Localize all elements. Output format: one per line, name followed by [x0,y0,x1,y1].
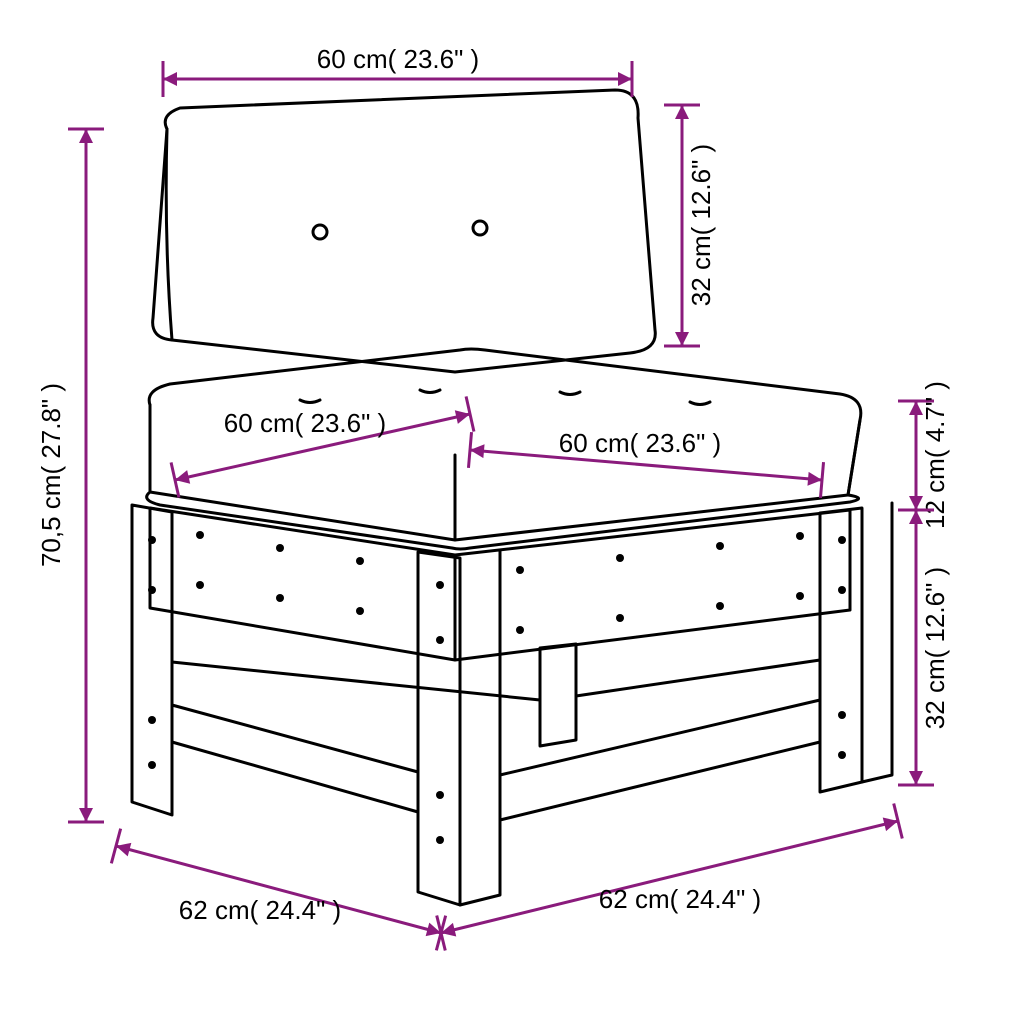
dim-label: 60 cm( 23.6" ) [559,428,721,458]
dim-label: 62 cm( 24.4" ) [599,884,761,914]
dim-label: 32 cm( 12.6" ) [686,144,716,306]
dim-label: 60 cm( 23.6" ) [317,44,479,74]
chair-lineart [132,90,892,905]
dim: 60 cm( 23.6" ) [163,44,632,97]
dim: 62 cm( 24.4" ) [437,804,903,951]
dim-label: 32 cm( 12.6" ) [920,567,950,729]
dim: 32 cm( 12.6" ) [664,105,716,346]
dim: 60 cm( 23.6" ) [468,428,823,498]
dim-label: 12 cm( 4.7" ) [920,381,950,529]
dim-label: 60 cm( 23.6" ) [224,408,386,438]
dim: 12 cm( 4.7" ) [898,381,950,529]
dim-label: 70,5 cm( 27.8" ) [36,383,66,567]
dim: 70,5 cm( 27.8" ) [36,129,104,822]
dim: 62 cm( 24.4" ) [111,829,445,951]
dimension-diagram: 60 cm( 23.6" ) 70,5 cm( 27.8" ) 32 cm( 12.… [0,0,1024,1024]
dim-label: 62 cm( 24.4" ) [179,895,341,925]
dim: 32 cm( 12.6" ) [898,510,950,785]
dim: 60 cm( 23.6" ) [171,396,474,497]
